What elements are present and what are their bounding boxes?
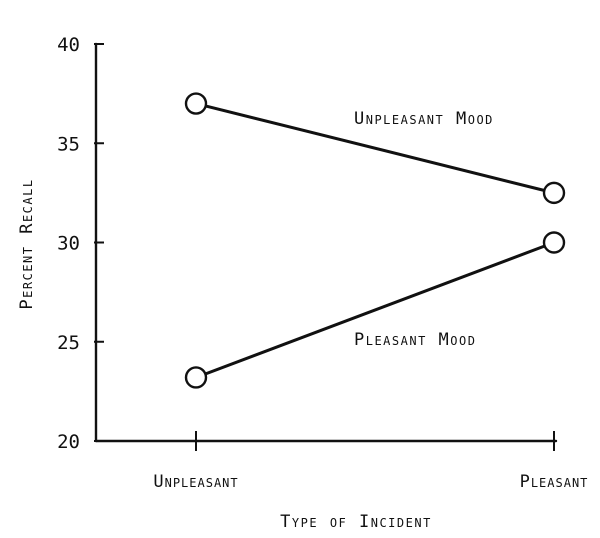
data-point (542, 181, 566, 205)
y-ticks: 20 25 30 35 40 (57, 34, 104, 453)
y-tick-label: 25 (57, 332, 80, 354)
y-tick-label: 35 (57, 133, 80, 155)
y-axis-title: Percent Recall (17, 178, 37, 309)
axes (94, 42, 558, 443)
y-tick-label: 40 (57, 34, 80, 56)
series-label-unpleasant-mood: Unpleasant Mood (354, 109, 494, 129)
series-label-pleasant-mood: Pleasant Mood (354, 330, 476, 350)
x-axis-title: Type of Incident (280, 512, 432, 532)
x-tick-label: Unpleasant (153, 472, 238, 492)
data-point (184, 366, 208, 389)
x-tick-label: Pleasant (520, 472, 589, 492)
x-ticks: Unpleasant Pleasant (153, 431, 589, 492)
series-line (194, 241, 556, 379)
y-tick-label: 20 (57, 431, 80, 453)
series-layer (184, 92, 566, 389)
data-point (542, 231, 566, 254)
data-point (184, 92, 208, 115)
y-tick-label: 30 (57, 233, 80, 255)
series-line (194, 102, 556, 195)
